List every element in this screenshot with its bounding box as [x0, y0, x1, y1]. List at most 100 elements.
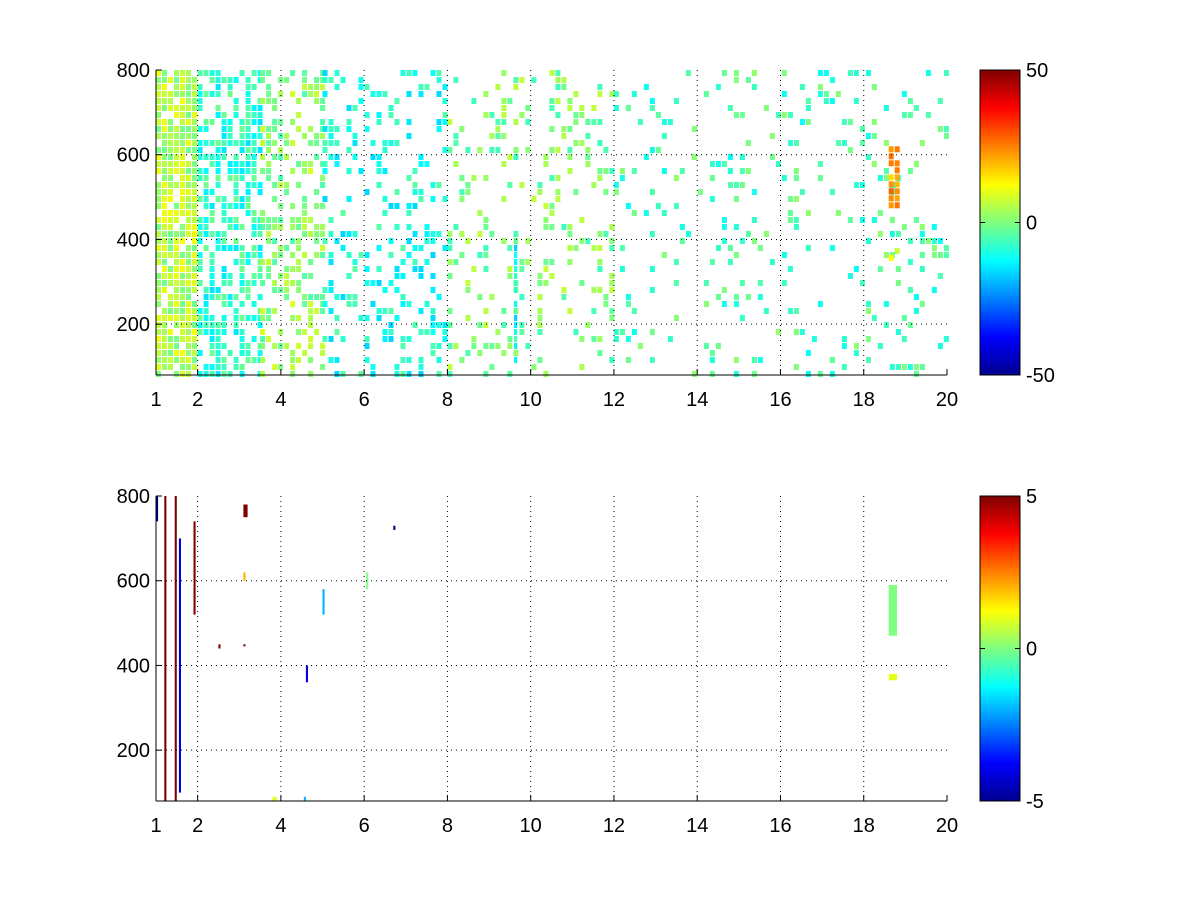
heatmap-cell — [290, 168, 296, 174]
heatmap-cell — [430, 329, 436, 335]
heatmap-cell — [483, 245, 489, 251]
heatmap-cell — [197, 224, 203, 230]
heatmap-cell — [162, 217, 167, 223]
heatmap-cell — [197, 147, 203, 153]
heatmap-cell — [513, 147, 519, 153]
heatmap-cell — [162, 322, 167, 328]
heatmap-cell — [266, 126, 272, 132]
heatmap-cell — [156, 77, 161, 83]
heatmap-cell — [751, 70, 757, 76]
heatmap-cell — [514, 238, 518, 244]
heatmap-cell — [308, 294, 314, 300]
heatmap-cell — [495, 343, 501, 349]
heatmap-cell — [272, 364, 278, 370]
heatmap-cell — [591, 119, 597, 125]
heatmap-cell — [430, 308, 436, 314]
heatmap-cell — [302, 161, 308, 167]
heatmap-cell — [162, 133, 167, 139]
heatmap-cell — [649, 189, 655, 195]
x-tick-label: 10 — [520, 815, 542, 837]
heatmap-cell — [284, 245, 290, 251]
heatmap-cell — [233, 140, 239, 146]
heatmap-cell — [514, 315, 518, 321]
heatmap-cell — [215, 196, 221, 202]
heatmap-cell — [519, 294, 525, 300]
heatmap-cell — [715, 343, 721, 349]
heatmap-cell — [865, 238, 871, 244]
heatmap-cell — [531, 364, 537, 370]
heatmap-cell — [314, 252, 320, 258]
heatmap-cell — [174, 252, 179, 258]
heatmap-cell — [394, 119, 400, 125]
heatmap-cell — [168, 329, 173, 335]
heatmap-cell — [888, 585, 897, 636]
heatmap-cell — [203, 294, 209, 300]
heatmap-cell — [192, 273, 197, 279]
heatmap-cell — [519, 329, 525, 335]
heatmap-cell — [346, 231, 352, 237]
heatmap-cell — [501, 112, 507, 118]
heatmap-cell — [308, 161, 314, 167]
heatmap-cell — [278, 224, 284, 230]
heatmap-cell — [400, 357, 406, 363]
heatmap-cell — [745, 294, 751, 300]
heatmap-cell — [787, 266, 793, 272]
heatmap-cell — [180, 252, 185, 258]
heatmap-cell — [180, 238, 185, 244]
heatmap-cell — [197, 217, 203, 223]
heatmap-cell — [215, 364, 221, 370]
heatmap-cell — [418, 196, 424, 202]
heatmap-cell — [221, 154, 227, 160]
heatmap-cell — [346, 252, 352, 258]
heatmap-cell — [192, 238, 197, 244]
heatmap-cell — [174, 133, 179, 139]
heatmap-cell — [203, 329, 209, 335]
heatmap-cell — [739, 168, 745, 174]
heatmap-cell — [192, 259, 197, 265]
heatmap-cell — [257, 133, 263, 139]
heatmap-cell — [661, 119, 667, 125]
heatmap-cell — [733, 182, 739, 188]
heatmap-cell — [243, 644, 246, 647]
heatmap-cell — [943, 245, 949, 251]
heatmap-cell — [937, 98, 943, 104]
heatmap-cell — [489, 343, 495, 349]
heatmap-cell — [162, 154, 167, 160]
heatmap-cell — [787, 112, 793, 118]
heatmap-cell — [537, 182, 543, 188]
heatmap-cell — [221, 238, 227, 244]
heatmap-cell — [430, 252, 436, 258]
heatmap-cell — [447, 343, 453, 349]
heatmap-cell — [442, 196, 448, 202]
heatmap-cell — [436, 322, 442, 328]
heatmap-cell — [186, 105, 191, 111]
heatmap-cell — [272, 140, 278, 146]
heatmap-cell — [278, 364, 284, 370]
heatmap-cell — [180, 77, 185, 83]
heatmap-cell — [302, 168, 308, 174]
heatmap-cell — [245, 112, 251, 118]
heatmap-cell — [221, 266, 227, 272]
heatmap-cell — [525, 147, 531, 153]
heatmap-cell — [180, 315, 185, 321]
heatmap-cell — [430, 231, 436, 237]
heatmap-cell — [895, 329, 901, 335]
colorbar-tick-label: 50 — [1026, 60, 1048, 82]
heatmap-cell — [370, 301, 376, 307]
heatmap-cell — [192, 161, 197, 167]
heatmap-cell — [549, 98, 555, 104]
heatmap-cell — [215, 175, 221, 181]
heatmap-cell — [655, 112, 661, 118]
heatmap-cell — [320, 175, 326, 181]
heatmap-cell — [514, 336, 518, 342]
heatmap-cell — [913, 308, 919, 314]
heatmap-cell — [739, 112, 745, 118]
heatmap-cell — [239, 133, 245, 139]
heatmap-cell — [233, 77, 239, 83]
heatmap-cell — [322, 196, 328, 202]
heatmap-cell — [180, 322, 185, 328]
heatmap-cell — [186, 350, 191, 356]
heatmap-cell — [793, 175, 799, 181]
heatmap-cell — [781, 112, 787, 118]
heatmap-cell — [727, 154, 733, 160]
